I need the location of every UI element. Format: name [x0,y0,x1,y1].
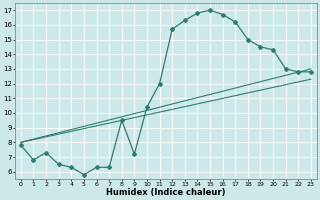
X-axis label: Humidex (Indice chaleur): Humidex (Indice chaleur) [106,188,226,197]
